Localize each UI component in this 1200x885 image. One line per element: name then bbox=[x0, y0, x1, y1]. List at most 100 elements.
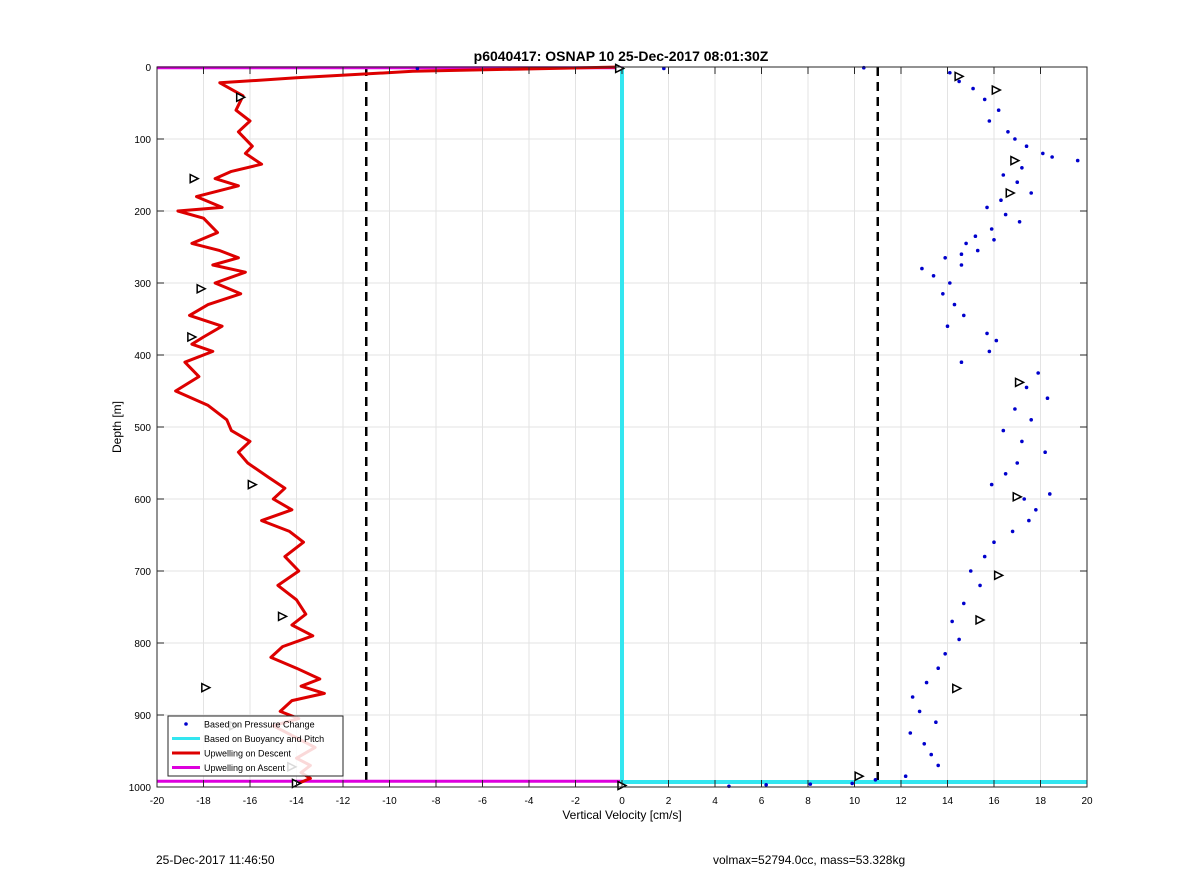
triangle-marker bbox=[975, 614, 986, 626]
pressure-change-point bbox=[961, 601, 966, 606]
x-tick-label: 0 bbox=[619, 796, 625, 807]
pressure-change-point bbox=[1029, 191, 1033, 195]
pressure-change-point bbox=[943, 255, 947, 260]
pressure-change-point bbox=[1017, 220, 1022, 224]
pressure-change-point bbox=[1003, 212, 1008, 217]
series-upwelling-descent bbox=[174, 65, 620, 786]
triangle-marker bbox=[614, 63, 626, 74]
legend-label-ascent: Upwelling on Ascent bbox=[204, 763, 286, 773]
triangle-marker bbox=[854, 770, 865, 782]
pressure-change-point bbox=[910, 695, 915, 699]
pressure-change-point bbox=[903, 774, 908, 778]
x-tick-label: 16 bbox=[988, 796, 1000, 807]
pressure-change-point bbox=[727, 784, 731, 789]
x-tick-label: 10 bbox=[849, 796, 861, 807]
pressure-change-point bbox=[996, 108, 1001, 112]
y-tick-label: 800 bbox=[134, 639, 151, 650]
pressure-change-point bbox=[1020, 166, 1024, 170]
x-tick-label: -16 bbox=[243, 796, 258, 807]
pressure-change-point bbox=[971, 86, 975, 91]
x-tick-label: 14 bbox=[942, 796, 954, 807]
pressure-change-point bbox=[957, 79, 961, 84]
x-axis-label: Vertical Velocity [cm/s] bbox=[562, 808, 681, 822]
y-tick-label: 0 bbox=[145, 63, 151, 74]
pressure-change-point bbox=[1020, 439, 1024, 444]
pressure-change-point bbox=[1015, 180, 1020, 184]
triangle-marker bbox=[189, 173, 200, 184]
pressure-change-point bbox=[1024, 144, 1029, 148]
triangle-marker bbox=[235, 92, 247, 103]
x-tick-label: -12 bbox=[336, 796, 351, 807]
x-tick-label: 12 bbox=[895, 796, 907, 807]
pressure-change-point bbox=[985, 205, 989, 210]
y-tick-label: 100 bbox=[134, 135, 151, 146]
triangle-marker bbox=[187, 331, 198, 343]
triangle-marker bbox=[1012, 491, 1023, 503]
pressure-change-point bbox=[968, 569, 973, 573]
y-tick-label: 200 bbox=[134, 207, 151, 218]
pressure-change-point bbox=[934, 720, 938, 724]
pressure-change-point bbox=[943, 652, 947, 656]
triangle-marker bbox=[1014, 377, 1026, 388]
pressure-change-point bbox=[1027, 518, 1031, 523]
pressure-change-point bbox=[1036, 371, 1040, 375]
pressure-change-point bbox=[1003, 472, 1008, 476]
pressure-change-point bbox=[992, 540, 996, 544]
pressure-change-point bbox=[952, 302, 957, 307]
pressure-change-point bbox=[999, 198, 1003, 202]
pressure-change-point bbox=[948, 281, 952, 285]
triangle-marker bbox=[1005, 187, 1016, 199]
pressure-change-point bbox=[959, 263, 964, 267]
pressure-change-point bbox=[1043, 450, 1047, 455]
footer-vol-mass: volmax=52794.0cc, mass=53.328kg bbox=[713, 853, 906, 867]
pressure-change-point bbox=[985, 331, 989, 336]
pressure-change-point bbox=[989, 227, 994, 231]
pressure-change-point bbox=[1001, 428, 1006, 433]
pressure-change-point bbox=[936, 666, 940, 670]
pressure-change-point bbox=[1041, 151, 1045, 156]
pressure-change-point bbox=[929, 752, 934, 757]
pressure-change-point bbox=[1022, 497, 1027, 501]
triangle-marker bbox=[196, 283, 207, 294]
x-tick-label: 2 bbox=[666, 796, 672, 807]
y-tick-label: 600 bbox=[134, 495, 151, 506]
y-axis-label: Depth [m] bbox=[110, 401, 124, 453]
x-tick-label: 20 bbox=[1081, 796, 1093, 807]
pressure-change-point bbox=[1029, 418, 1033, 422]
x-tick-label: -10 bbox=[382, 796, 397, 807]
pressure-change-point bbox=[982, 554, 987, 559]
x-tick-label: 6 bbox=[759, 796, 765, 807]
x-tick-label: -2 bbox=[571, 796, 580, 807]
pressure-change-point bbox=[978, 583, 982, 588]
pressure-change-point bbox=[959, 360, 964, 365]
pressure-change-point bbox=[1034, 508, 1038, 512]
pressure-change-point bbox=[1024, 385, 1029, 390]
triangle-marker bbox=[993, 570, 1005, 581]
pressure-change-point bbox=[662, 66, 666, 71]
x-tick-label: -14 bbox=[289, 796, 304, 807]
legend-label-pressure: Based on Pressure Change bbox=[204, 720, 315, 730]
legend-swatch-pressure bbox=[184, 722, 188, 726]
triangle-marker bbox=[277, 611, 289, 622]
y-tick-label: 400 bbox=[134, 351, 151, 362]
pressure-change-point bbox=[982, 97, 987, 102]
y-tick-label: 500 bbox=[134, 423, 151, 434]
pressure-change-point bbox=[987, 349, 992, 354]
pressure-change-point bbox=[1050, 155, 1054, 159]
pressure-change-point bbox=[950, 619, 954, 624]
pressure-change-point bbox=[1010, 529, 1015, 534]
axis-ticks: -20 -18 -16 -14 -12 -10 -8 -6 -4 -2 0 2 4 6 8 10 12 14 16 1… bbox=[129, 63, 1093, 807]
pressure-change-point bbox=[994, 338, 999, 343]
y-tick-label: 300 bbox=[134, 279, 151, 290]
pressure-change-point bbox=[957, 637, 961, 642]
pressure-change-point bbox=[975, 248, 980, 253]
triangle-marker bbox=[1010, 155, 1021, 166]
footer-timestamp: 25-Dec-2017 11:46:50 bbox=[156, 853, 275, 867]
pressure-change-point bbox=[948, 70, 952, 75]
pressure-change-point bbox=[964, 241, 968, 246]
legend-label-buoyancy: Based on Buoyancy and Pitch bbox=[204, 734, 324, 744]
y-tick-label: 1000 bbox=[129, 783, 152, 794]
pressure-change-point bbox=[959, 252, 964, 256]
pressure-change-point bbox=[862, 65, 866, 70]
pressure-change-point bbox=[850, 781, 854, 786]
